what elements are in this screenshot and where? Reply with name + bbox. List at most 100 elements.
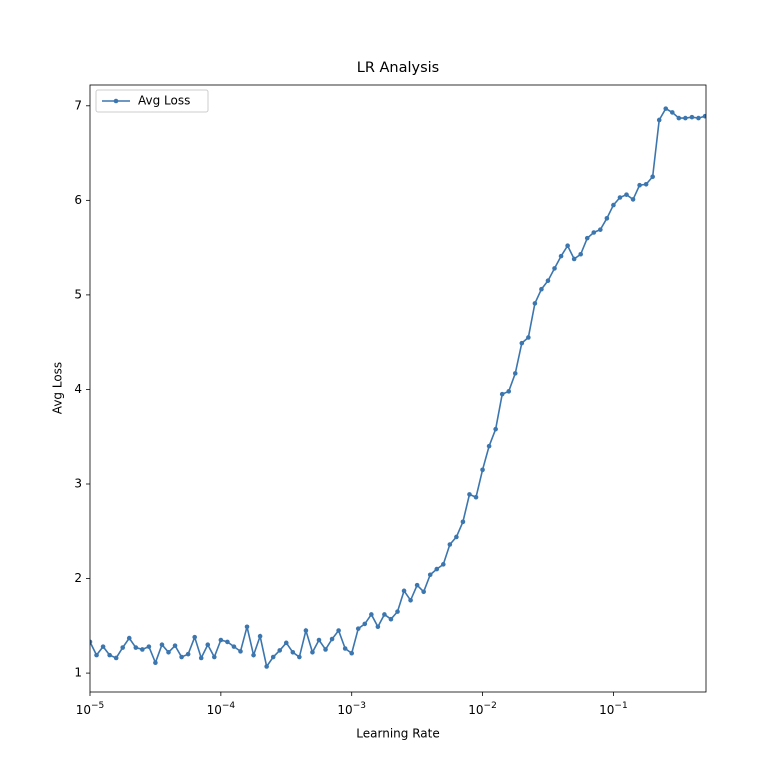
y-tick-label: 4: [74, 382, 82, 396]
data-point: [395, 609, 400, 614]
data-point: [598, 227, 603, 232]
data-point: [480, 467, 485, 473]
y-axis-label: Avg Loss: [51, 362, 65, 414]
data-point: [238, 649, 243, 654]
data-point: [146, 644, 152, 649]
chart-title: LR Analysis: [357, 60, 440, 76]
data-point: [90, 639, 93, 645]
x-axis-label: Learning Rate: [356, 727, 439, 741]
data-point: [388, 616, 394, 622]
tick-base: 10: [468, 703, 483, 717]
data-point: [107, 652, 112, 658]
tick-base: 10: [207, 703, 222, 717]
y-tick-label: 2: [74, 571, 82, 585]
data-point: [571, 256, 577, 262]
data-point: [231, 644, 237, 649]
data-point: [512, 371, 518, 376]
data-point: [349, 650, 355, 656]
y-tick-label: 1: [74, 666, 82, 680]
data-point: [454, 534, 459, 540]
data-point: [486, 443, 492, 449]
data-point: [290, 649, 296, 655]
data-point: [637, 182, 642, 188]
legend-marker: [113, 98, 119, 104]
data-point: [355, 626, 361, 631]
y-tick-label: 3: [74, 476, 82, 490]
data-point: [624, 192, 629, 197]
data-point: [382, 612, 387, 617]
data-point: [100, 644, 106, 649]
data-point: [584, 235, 590, 241]
data-point: [310, 649, 315, 655]
data-point: [473, 494, 479, 500]
data-point: [643, 181, 649, 187]
data-point: [506, 389, 512, 394]
data-point: [251, 652, 256, 658]
data-point: [126, 635, 132, 641]
data-point: [172, 643, 178, 648]
data-point: [297, 654, 302, 660]
x-tick-label: 10−1: [599, 701, 628, 717]
data-point: [120, 645, 126, 650]
data-point: [212, 654, 217, 660]
data-point: [689, 114, 695, 120]
x-tick-label: 10−5: [76, 701, 105, 717]
data-point: [179, 654, 184, 660]
data-point: [257, 633, 263, 639]
data-point: [669, 110, 675, 115]
data-point: [565, 243, 570, 249]
tick-exponent: −3: [353, 701, 366, 711]
data-point: [133, 645, 139, 650]
tick-exponent: −1: [614, 701, 627, 711]
data-point: [519, 340, 525, 346]
data-point: [329, 636, 335, 642]
data-point: [532, 301, 538, 306]
x-tick-label: 10−3: [337, 701, 366, 717]
data-point: [630, 197, 636, 202]
data-point: [94, 652, 99, 658]
data-point: [375, 624, 381, 630]
data-point: [401, 588, 407, 594]
data-point: [198, 655, 204, 661]
y-tick-label: 6: [74, 193, 82, 207]
data-point: [591, 230, 597, 235]
data-point: [702, 113, 706, 119]
data-point: [447, 542, 453, 547]
data-point: [604, 216, 610, 221]
data-point: [218, 637, 224, 643]
data-point: [676, 115, 682, 121]
x-tick-label: 10−4: [207, 701, 236, 717]
data-point: [467, 492, 472, 497]
data-point: [611, 202, 616, 208]
data-point: [336, 628, 341, 633]
data-point: [558, 253, 564, 259]
data-point: [323, 647, 328, 652]
data-point: [244, 624, 250, 630]
tick-exponent: −4: [222, 701, 236, 711]
data-point: [225, 639, 230, 645]
data-point: [545, 278, 551, 284]
plot-frame: [89, 84, 707, 693]
data-point: [316, 637, 322, 643]
data-point: [499, 391, 505, 397]
data-point: [408, 597, 413, 603]
data-point: [434, 566, 440, 572]
data-point: [539, 286, 544, 292]
data-point: [421, 589, 426, 595]
data-point: [683, 115, 688, 121]
data-point: [303, 628, 309, 633]
data-point: [166, 649, 171, 655]
data-point: [205, 642, 211, 648]
data-point: [192, 634, 197, 640]
data-point: [369, 612, 374, 617]
tick-base: 10: [76, 703, 91, 717]
data-point: [552, 266, 557, 271]
data-point: [185, 651, 191, 657]
tick-base: 10: [599, 703, 614, 717]
data-point: [427, 572, 433, 578]
legend-box: [95, 89, 209, 113]
data-point: [153, 660, 158, 665]
data-point: [140, 647, 145, 652]
y-tick-label: 5: [74, 287, 82, 301]
